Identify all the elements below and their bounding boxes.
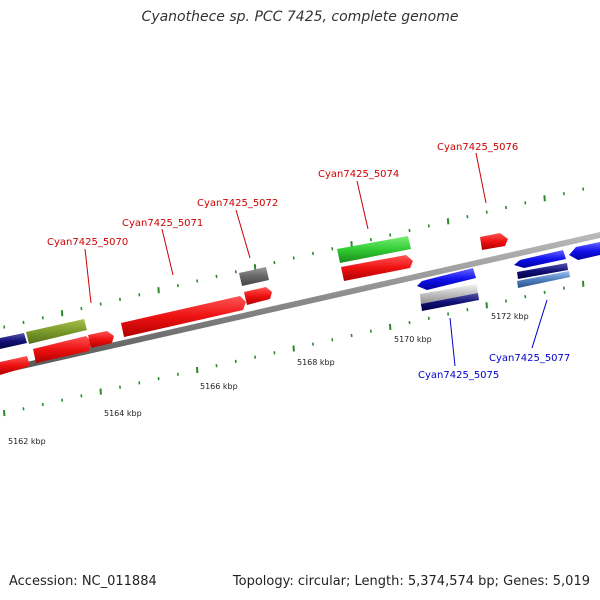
gene-feature-cyan7425-5070[interactable]: [88, 331, 114, 348]
gene-label-cyan7425-5072[interactable]: Cyan7425_5072: [197, 198, 278, 209]
label-leaders: [84, 152, 548, 367]
gene-feature-cyan7425-5077[interactable]: [514, 250, 566, 268]
gene-feature[interactable]: [239, 267, 269, 286]
leader-cyan7425-5075: [449, 317, 456, 367]
genome-backbone: [0, 232, 600, 374]
forward-strand-features: [0, 233, 508, 363]
ruler-label: 5166 kbp: [200, 382, 238, 391]
gene-feature[interactable]: [0, 333, 27, 349]
leader-cyan7425-5072: [235, 209, 251, 259]
ruler-label: 5170 kbp: [394, 335, 432, 344]
gene-label-cyan7425-5076[interactable]: Cyan7425_5076: [437, 142, 518, 153]
accession-text: Accession: NC_011884: [9, 574, 157, 589]
gene-feature-cyan7425-5075[interactable]: [421, 293, 479, 311]
gene-feature[interactable]: [517, 271, 570, 288]
leader-cyan7425-5074: [356, 180, 369, 230]
gene-label-cyan7425-5071[interactable]: Cyan7425_5071: [122, 218, 203, 229]
gene-label-cyan7425-5070[interactable]: Cyan7425_5070: [47, 237, 128, 248]
leader-cyan7425-5077: [531, 299, 548, 349]
gene-feature[interactable]: [33, 336, 92, 363]
ruler-label: 5168 kbp: [297, 358, 335, 367]
gene-feature[interactable]: [420, 284, 478, 306]
leader-cyan7425-5071: [161, 228, 174, 276]
gene-feature-cyan7425-5071[interactable]: [121, 296, 246, 337]
reverse-strand-features: [0, 242, 600, 375]
gene-feature[interactable]: [26, 319, 87, 344]
gene-label-cyan7425-5077[interactable]: Cyan7425_5077: [489, 353, 570, 364]
gene-feature-cyan7425-5072[interactable]: [244, 287, 272, 305]
ruler-label: 5164 kbp: [104, 409, 142, 418]
map-title: Cyanothece sp. PCC 7425, complete genome: [141, 9, 459, 25]
ruler-ticks: [3, 187, 585, 417]
gene-feature[interactable]: [341, 255, 413, 281]
gene-label-cyan7425-5074[interactable]: Cyan7425_5074: [318, 169, 399, 180]
gene-label-cyan7425-5075[interactable]: Cyan7425_5075: [418, 370, 499, 381]
ruler-label: 5162 kbp: [8, 437, 46, 446]
gene-feature[interactable]: [569, 242, 600, 260]
leader-cyan7425-5070: [84, 248, 92, 304]
gene-feature-cyan7425-5076[interactable]: [480, 233, 508, 250]
gene-feature[interactable]: [517, 263, 568, 279]
gene-feature[interactable]: [417, 268, 476, 290]
gene-feature-cyan7425-5074[interactable]: [337, 236, 411, 263]
gene-feature[interactable]: [0, 356, 30, 375]
genome-summary-text: Topology: circular; Length: 5,374,574 bp…: [232, 574, 590, 589]
leader-cyan7425-5076: [475, 152, 487, 204]
ruler-label: 5172 kbp: [491, 312, 529, 321]
